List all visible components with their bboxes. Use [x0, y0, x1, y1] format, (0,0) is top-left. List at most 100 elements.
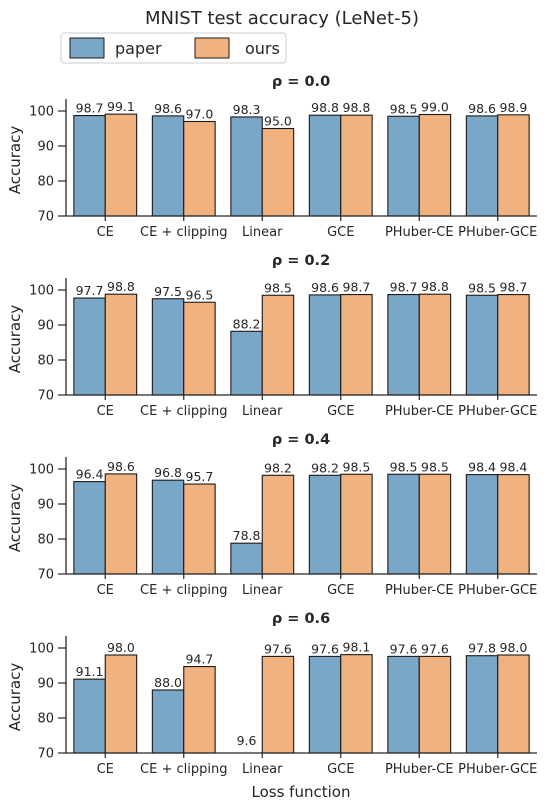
bar-paper	[465, 115, 499, 217]
bar-value-label: 88.0	[154, 675, 182, 690]
panel-title: ρ = 0.2	[272, 253, 330, 269]
bar-paper	[73, 297, 106, 396]
y-tick-label: 100	[29, 105, 54, 120]
bar-ours	[418, 473, 452, 575]
bar-ours	[497, 293, 530, 396]
legend-label-paper: paper	[115, 39, 162, 58]
y-tick-label: 70	[37, 210, 54, 225]
y-tick-label: 90	[37, 677, 54, 692]
bar-value-label: 97.6	[390, 641, 418, 656]
bar-value-label: 97.8	[468, 641, 496, 656]
bar-paper	[387, 473, 420, 575]
bar-paper	[387, 293, 420, 396]
bar-ours	[104, 654, 138, 754]
bar-ours	[183, 483, 216, 575]
bar-paper	[308, 655, 342, 754]
bar-value-label: 98.4	[500, 460, 528, 475]
bar-ours	[497, 474, 530, 575]
bar-value-label: 98.7	[390, 280, 418, 295]
bar-value-label: 98.5	[390, 459, 418, 474]
x-axis-title: Loss function	[252, 783, 351, 801]
bar-value-label: 96.5	[186, 287, 214, 302]
x-tick-label: PHuber-CE	[385, 762, 454, 777]
bar-ours	[497, 114, 530, 217]
bar-ours	[104, 113, 138, 217]
bar-value-label: 99.1	[107, 99, 135, 114]
x-tick-label: PHuber-GCE	[458, 404, 537, 419]
bar-ours	[261, 474, 295, 575]
panels: ρ = 0.0 Accuracy 70 80 90 100 98.7 98.6 98.3 98.8…	[6, 74, 537, 777]
y-tick-label: 80	[37, 533, 54, 548]
bar-value-label: 95.7	[186, 469, 214, 484]
bar-value-label: 98.6	[468, 101, 496, 116]
x-tick-label: CE + clipping	[140, 762, 227, 777]
bar-ours	[418, 113, 452, 217]
y-axis-title: Accuracy	[6, 484, 24, 553]
x-tick-label: Linear	[242, 762, 283, 777]
bar-value-label: 98.7	[500, 280, 528, 295]
bar-paper	[465, 474, 499, 575]
bar-value-label: 97.7	[76, 283, 104, 298]
y-tick-label: 80	[37, 354, 54, 369]
panel-2: ρ = 0.2 Accuracy 70 80 90 100 97.7 97.5 88.2 98.6…	[6, 253, 537, 419]
x-tick-label: Linear	[242, 225, 283, 240]
bar-value-label: 98.4	[468, 460, 496, 475]
bar-value-label: 98.7	[76, 101, 104, 116]
x-tick-label: PHuber-GCE	[458, 762, 537, 777]
bar-value-label: 95.0	[264, 114, 292, 129]
bar-value-label: 98.5	[421, 459, 449, 474]
legend-frame	[60, 32, 287, 64]
bar-paper	[230, 116, 263, 217]
bar-ours	[183, 665, 216, 754]
y-tick-label: 90	[37, 140, 54, 155]
bar-value-label: 98.5	[264, 280, 292, 295]
y-axis-title: Accuracy	[6, 126, 24, 195]
bar-value-label: 97.6	[421, 641, 449, 656]
bar-value-label: 99.0	[421, 100, 449, 115]
bar-value-label: 98.5	[468, 280, 496, 295]
y-tick-label: 70	[37, 747, 54, 762]
bar-paper	[308, 474, 342, 575]
x-tick-label: GCE	[327, 225, 354, 240]
bar-value-label: 98.3	[233, 102, 261, 117]
x-tick-label: PHuber-CE	[385, 225, 454, 240]
bar-paper	[73, 678, 106, 754]
legend-swatch-ours	[194, 37, 230, 59]
x-tick-label: PHuber-GCE	[458, 225, 537, 240]
bar-paper	[308, 114, 342, 217]
y-tick-label: 100	[29, 463, 54, 478]
panel-title: ρ = 0.4	[272, 432, 330, 448]
bar-value-label: 94.7	[186, 652, 214, 667]
bar-paper	[308, 294, 342, 396]
bar-value-label: 96.4	[76, 467, 104, 482]
y-tick-label: 80	[37, 175, 54, 190]
bar-value-label: 98.2	[264, 460, 292, 475]
bar-value-label: 97.6	[264, 641, 292, 656]
bar-value-label: 98.2	[311, 460, 339, 475]
x-tick-label: GCE	[327, 762, 354, 777]
bar-ours	[104, 473, 138, 575]
legend-label-ours: ours	[245, 39, 280, 58]
x-tick-label: CE	[97, 225, 114, 240]
y-tick-label: 70	[37, 389, 54, 404]
bar-value-label: 98.8	[421, 279, 449, 294]
bar-value-label: 88.2	[233, 316, 261, 331]
bar-value-label: 98.0	[107, 640, 135, 655]
y-tick-label: 80	[37, 712, 54, 727]
bar-ours	[340, 473, 373, 575]
bar-ours	[497, 654, 530, 754]
bar-value-label: 98.8	[107, 279, 135, 294]
x-tick-label: CE	[97, 583, 114, 598]
bar-paper	[73, 481, 106, 575]
bar-paper	[151, 479, 185, 575]
bar-paper	[387, 115, 420, 217]
bar-value-label: 97.6	[311, 641, 339, 656]
x-tick-label: CE + clipping	[140, 225, 227, 240]
bar-paper	[73, 115, 106, 217]
bar-paper	[151, 115, 185, 217]
bar-value-label: 98.5	[390, 101, 418, 116]
bar-value-label: 97.0	[186, 107, 214, 122]
x-tick-label: Linear	[242, 583, 283, 598]
legend: paper ours	[60, 32, 287, 64]
